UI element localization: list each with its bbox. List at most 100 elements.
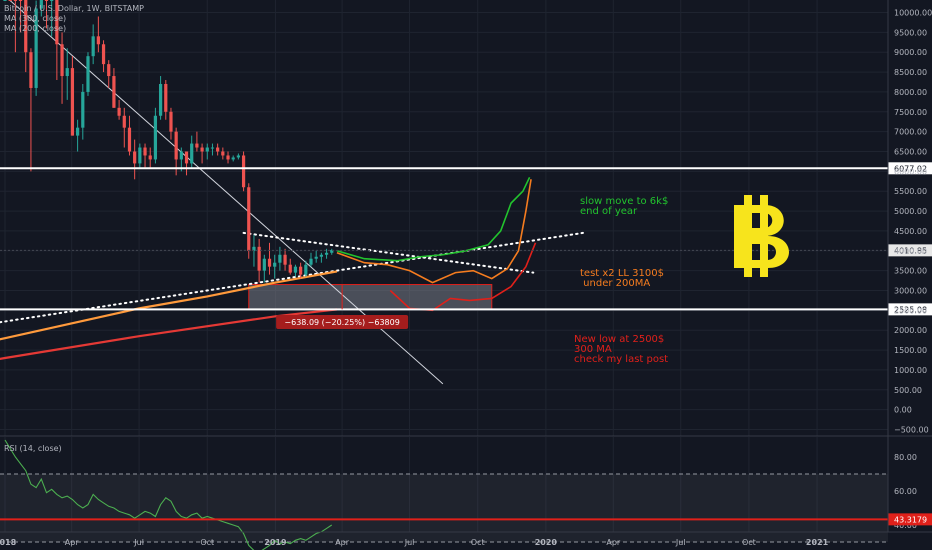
candle-body [96, 36, 100, 45]
price-tick-label: 5500.00 [894, 187, 927, 196]
rsi-reference-label: 43.3179 [894, 515, 927, 524]
time-tick-label: Jul [404, 538, 415, 547]
annotation-line: 300 MA [574, 344, 612, 355]
candle-body [267, 258, 272, 267]
ma300-line [0, 308, 338, 361]
candle-body [18, 0, 23, 1]
candle-body [107, 64, 111, 77]
price-tick-label: 1500.00 [894, 346, 927, 355]
candle-body [81, 91, 85, 128]
candle-body [195, 143, 199, 148]
rsi-line [4, 439, 333, 550]
annotation-text: slow move to 6k$ end of year [580, 196, 668, 217]
candle-body [169, 111, 173, 132]
candle-body [138, 147, 142, 164]
price-tick-label: 8500.00 [894, 68, 927, 77]
candle-body [200, 147, 204, 152]
horizontal-levels[interactable]: 6077.02 2525.08 4010.85 [0, 162, 932, 316]
candle-body [122, 115, 126, 128]
legend-ma300: MA (300, close) [4, 14, 67, 23]
level-label: 2525.08 [894, 305, 927, 314]
candle-body [179, 151, 183, 160]
candle-body [164, 83, 168, 112]
legend-symbol: Bitcoin / U.S. Dollar, 1W, BITSTAMP [4, 4, 144, 13]
time-tick-label: Apr [65, 538, 80, 547]
candle-body [3, 0, 7, 1]
candle-body [24, 0, 28, 53]
price-tick-label: 7500.00 [894, 108, 927, 117]
candle-body [174, 131, 178, 160]
price-tick-label: 0.00 [894, 406, 912, 415]
candle-body [314, 256, 318, 259]
rsi-reference-tag [888, 513, 932, 526]
candles[interactable] [3, 0, 334, 283]
annotation-line: test x2 LL 3100$ [580, 268, 664, 279]
candle-body [262, 258, 266, 271]
candle-body [236, 155, 241, 158]
candle-body [34, 8, 38, 88]
candle-body [8, 0, 12, 1]
projection-orange [336, 179, 532, 284]
candle-body [158, 83, 163, 116]
price-tick-label: 500.00 [894, 386, 922, 395]
candle-body [190, 143, 194, 164]
annotation-text: New low at 2500$ 300 MA check my last post [574, 334, 668, 365]
price-tick-label: 6000.00 [894, 167, 927, 176]
time-tick-label: 2021 [806, 538, 829, 547]
annotations: slow move to 6k$ end of year test x2 LL 31… [574, 196, 668, 365]
price-tick-label: 6500.00 [894, 148, 927, 157]
candle-body [319, 254, 323, 257]
time-tick-label: 2020 [535, 538, 558, 547]
time-tick-label: 2018 [0, 538, 17, 547]
candle-body [304, 264, 308, 275]
time-tick-label: 2019 [264, 538, 287, 547]
candle-body [252, 246, 256, 251]
logo-upper-bowl [734, 205, 784, 236]
price-tick-label: 9000.00 [894, 48, 927, 57]
candle-body [153, 115, 158, 160]
annotation-line: under 200MA [580, 278, 650, 289]
candle-body [210, 147, 215, 149]
time-tick-label: Jul [133, 538, 144, 547]
annotation-line: New low at 2500$ [574, 334, 664, 345]
candle-body [143, 147, 147, 156]
annotation-line: slow move to 6k$ [580, 196, 668, 207]
candle-body [127, 127, 132, 152]
price-tick-label: 2000.00 [894, 326, 927, 335]
candle-body [44, 0, 49, 1]
candle-body [216, 147, 220, 152]
price-tick-label: 3500.00 [894, 267, 927, 276]
candle-body [309, 258, 313, 265]
annotation-text: test x2 LL 3100$ under 200MA [580, 268, 664, 289]
annotation-line: end of year [580, 206, 638, 217]
candle-body [299, 266, 303, 275]
price-tick-label: 7000.00 [894, 128, 927, 137]
candle-body [231, 157, 235, 160]
rsi-tick-label: 40.00 [894, 521, 917, 530]
legend-ma200: MA (200, close) [4, 24, 67, 33]
candle-body [60, 44, 64, 77]
candle-body [112, 76, 116, 108]
candle-body [293, 266, 298, 273]
trendline-dotted [242, 231, 535, 274]
price-tick-label: 5000.00 [894, 207, 927, 216]
candle-body [257, 246, 261, 271]
legend-rsi: RSI (14, close) [4, 444, 62, 453]
candle-body [226, 155, 230, 160]
level-tag [888, 162, 932, 175]
rsi-tick-label: 80.00 [894, 453, 917, 462]
candle-body [13, 0, 17, 1]
ma200-line [0, 270, 338, 341]
level-tag [888, 303, 932, 316]
time-tick-label: Oct [742, 538, 756, 547]
projection-green [336, 176, 531, 262]
candle-body [324, 252, 329, 255]
candle-body [101, 44, 106, 65]
candle-body [86, 56, 90, 92]
candle-body [273, 262, 277, 267]
time-tick-label: Apr [335, 538, 350, 547]
candle-body [39, 0, 43, 9]
